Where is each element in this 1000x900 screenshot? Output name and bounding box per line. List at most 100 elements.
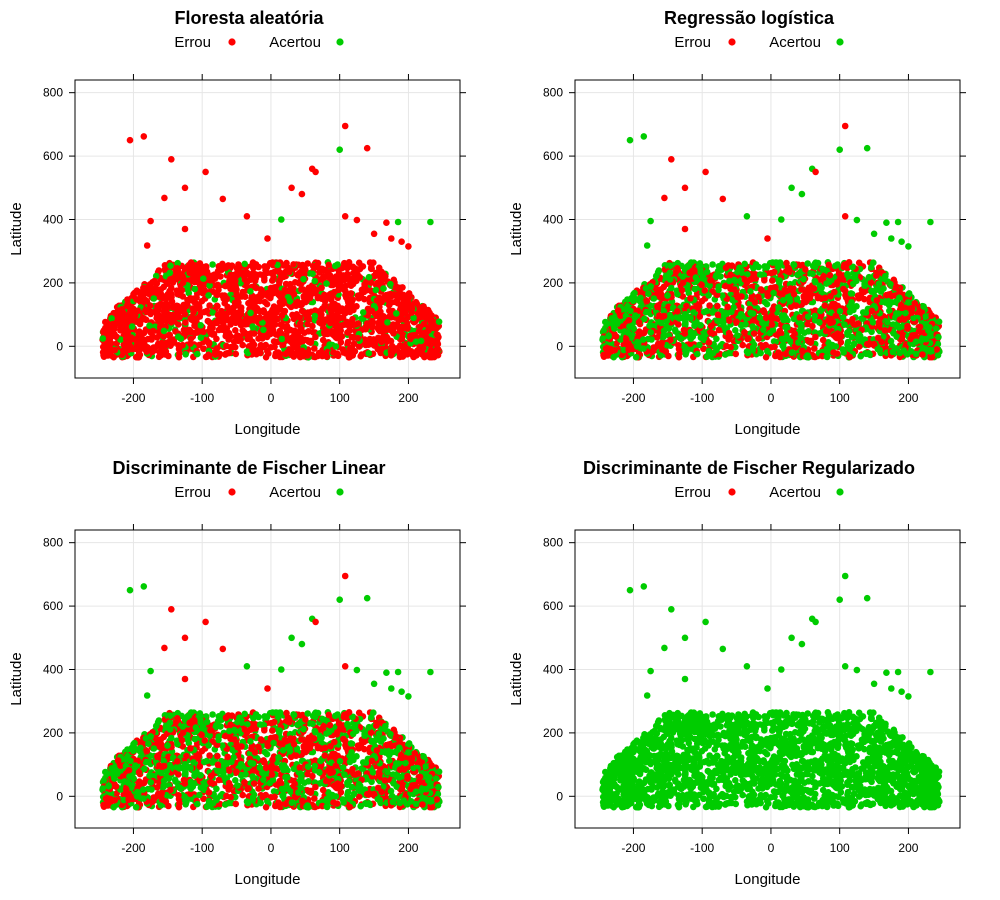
point-errou — [625, 316, 633, 324]
point-acertou — [895, 324, 903, 331]
point-acertou — [705, 351, 712, 359]
y-tick-label: 0 — [556, 339, 563, 353]
point-errou — [907, 335, 914, 343]
point-errou — [312, 263, 319, 271]
point-acertou — [919, 344, 927, 352]
point-acertou — [887, 337, 895, 345]
point-acertou — [184, 286, 191, 293]
point-errou — [102, 318, 109, 326]
point-acertou — [615, 320, 622, 327]
point-errou — [291, 330, 298, 338]
point-errou — [349, 315, 356, 323]
point-errou — [819, 336, 827, 344]
point-errou — [863, 340, 871, 348]
point-errou — [225, 329, 233, 337]
point-errou — [837, 339, 845, 346]
point-errou — [396, 316, 404, 324]
point-acertou — [410, 314, 417, 322]
point-acertou — [660, 307, 668, 315]
point-errou — [777, 330, 785, 337]
point-errou — [297, 320, 304, 327]
point-acertou — [715, 263, 723, 270]
data-points — [99, 122, 443, 361]
point-errou — [696, 313, 704, 320]
point-errou — [405, 299, 412, 306]
point-errou — [614, 307, 622, 314]
point-errou — [822, 327, 830, 335]
point-errou — [386, 307, 393, 315]
point-errou — [174, 290, 181, 298]
point-acertou — [667, 262, 674, 270]
point-acertou — [723, 310, 731, 317]
point-errou — [270, 268, 278, 276]
point-errou — [296, 314, 304, 321]
point-errou — [341, 122, 349, 130]
point-errou — [243, 213, 251, 220]
point-errou — [790, 290, 798, 298]
point-errou — [281, 286, 289, 294]
point-errou — [739, 341, 746, 349]
point-errou — [132, 353, 140, 361]
point-acertou — [160, 327, 168, 335]
point-errou — [214, 302, 221, 310]
point-errou — [226, 277, 233, 285]
point-errou — [769, 277, 776, 284]
point-errou — [908, 309, 916, 316]
point-errou — [318, 284, 325, 292]
point-acertou — [637, 294, 644, 302]
point-acertou — [849, 280, 857, 288]
point-errou — [215, 263, 223, 270]
point-errou — [267, 284, 275, 292]
point-acertou — [370, 302, 378, 310]
point-errou — [124, 302, 131, 310]
point-errou — [405, 243, 412, 250]
point-acertou — [731, 276, 738, 284]
point-errou — [346, 302, 354, 310]
point-acertou — [684, 286, 691, 293]
point-acertou — [736, 264, 743, 272]
point-acertou — [209, 309, 216, 316]
point-acertou — [427, 218, 434, 226]
point-errou — [388, 292, 396, 300]
point-errou — [425, 327, 432, 335]
point-errou — [344, 338, 352, 346]
point-errou — [348, 333, 356, 341]
point-errou — [770, 268, 778, 276]
point-errou — [916, 323, 924, 331]
x-tick-label: 100 — [330, 391, 350, 405]
point-acertou — [624, 296, 631, 303]
point-acertou — [883, 219, 890, 226]
point-errou — [375, 319, 383, 326]
point-errou — [181, 225, 189, 233]
point-acertou — [640, 345, 647, 352]
point-errou — [179, 273, 187, 280]
point-errou — [284, 335, 292, 343]
point-acertou — [756, 271, 764, 278]
point-errou — [698, 281, 705, 289]
point-errou — [195, 302, 203, 310]
point-acertou — [640, 336, 647, 343]
point-acertou — [713, 345, 721, 352]
point-errou — [222, 264, 230, 272]
point-errou — [186, 269, 193, 277]
point-errou — [147, 302, 154, 310]
point-errou — [433, 346, 441, 353]
point-acertou — [927, 218, 934, 226]
point-errou — [227, 271, 234, 279]
point-acertou — [844, 329, 851, 336]
point-acertou — [747, 309, 754, 317]
point-errou — [418, 308, 426, 316]
point-acertou — [894, 218, 902, 226]
point-errou — [305, 328, 312, 335]
point-errou — [686, 269, 693, 277]
point-acertou — [798, 190, 806, 198]
point-errou — [126, 136, 134, 144]
point-errou — [832, 312, 840, 319]
point-errou — [870, 340, 878, 348]
point-acertou — [747, 288, 754, 295]
point-errou — [388, 235, 395, 242]
point-errou — [399, 304, 406, 312]
point-errou — [140, 329, 148, 337]
point-errou — [355, 259, 363, 267]
point-acertou — [703, 307, 711, 315]
